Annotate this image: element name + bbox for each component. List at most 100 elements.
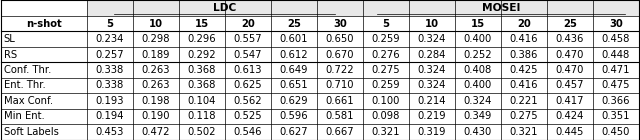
Text: 0.275: 0.275 xyxy=(509,111,538,122)
Text: 30: 30 xyxy=(609,18,623,29)
Text: 15: 15 xyxy=(195,18,209,29)
Text: 5: 5 xyxy=(106,18,113,29)
Text: 0.670: 0.670 xyxy=(326,50,354,60)
Text: SL: SL xyxy=(4,34,15,44)
Text: 25: 25 xyxy=(287,18,301,29)
Text: 0.581: 0.581 xyxy=(326,111,354,122)
Text: 0.324: 0.324 xyxy=(463,96,492,106)
Text: 0.324: 0.324 xyxy=(417,65,446,75)
Text: 0.198: 0.198 xyxy=(141,96,170,106)
Text: 0.453: 0.453 xyxy=(95,127,124,137)
Text: 0.296: 0.296 xyxy=(188,34,216,44)
Text: 0.596: 0.596 xyxy=(280,111,308,122)
Text: 0.417: 0.417 xyxy=(556,96,584,106)
Text: 0.118: 0.118 xyxy=(188,111,216,122)
Text: 0.430: 0.430 xyxy=(463,127,492,137)
Text: RS: RS xyxy=(4,50,17,60)
Text: 0.321: 0.321 xyxy=(371,127,400,137)
Text: 0.190: 0.190 xyxy=(141,111,170,122)
Text: 0.613: 0.613 xyxy=(234,65,262,75)
Text: 0.525: 0.525 xyxy=(234,111,262,122)
Text: 0.470: 0.470 xyxy=(556,65,584,75)
Text: 0.472: 0.472 xyxy=(141,127,170,137)
Bar xyxy=(363,0,639,16)
Text: 0.557: 0.557 xyxy=(234,34,262,44)
Text: 0.400: 0.400 xyxy=(463,80,492,90)
Text: 20: 20 xyxy=(517,18,531,29)
Text: 0.194: 0.194 xyxy=(95,111,124,122)
Text: 0.275: 0.275 xyxy=(371,65,400,75)
Text: 0.562: 0.562 xyxy=(234,96,262,106)
Text: 0.667: 0.667 xyxy=(325,127,354,137)
Text: 0.098: 0.098 xyxy=(372,111,400,122)
Text: LDC: LDC xyxy=(213,3,236,13)
Text: 0.470: 0.470 xyxy=(556,50,584,60)
Text: 0.424: 0.424 xyxy=(556,111,584,122)
Text: n-shot: n-shot xyxy=(26,18,62,29)
Text: 0.276: 0.276 xyxy=(371,50,400,60)
Text: 0.450: 0.450 xyxy=(602,127,630,137)
Text: 5: 5 xyxy=(382,18,389,29)
Text: 10: 10 xyxy=(148,18,163,29)
Text: 0.104: 0.104 xyxy=(188,96,216,106)
Text: 0.366: 0.366 xyxy=(602,96,630,106)
Text: 0.546: 0.546 xyxy=(234,127,262,137)
Text: 0.458: 0.458 xyxy=(602,34,630,44)
Text: Conf. Thr.: Conf. Thr. xyxy=(4,65,51,75)
Text: 0.601: 0.601 xyxy=(280,34,308,44)
Text: 0.502: 0.502 xyxy=(188,127,216,137)
Text: 0.252: 0.252 xyxy=(463,50,492,60)
Text: 0.722: 0.722 xyxy=(325,65,354,75)
Text: 0.193: 0.193 xyxy=(95,96,124,106)
Text: 20: 20 xyxy=(241,18,255,29)
Text: 0.324: 0.324 xyxy=(417,80,446,90)
Text: 0.625: 0.625 xyxy=(234,80,262,90)
Text: 0.257: 0.257 xyxy=(95,50,124,60)
Text: 0.547: 0.547 xyxy=(234,50,262,60)
Text: 0.612: 0.612 xyxy=(280,50,308,60)
Text: 0.627: 0.627 xyxy=(280,127,308,137)
Text: 0.425: 0.425 xyxy=(509,65,538,75)
Text: 0.400: 0.400 xyxy=(463,34,492,44)
Text: 0.436: 0.436 xyxy=(556,34,584,44)
Text: 10: 10 xyxy=(425,18,438,29)
Text: 0.338: 0.338 xyxy=(95,80,124,90)
Text: MOSEI: MOSEI xyxy=(481,3,520,13)
Text: Min Ent.: Min Ent. xyxy=(4,111,45,122)
Text: 0.100: 0.100 xyxy=(372,96,400,106)
Text: 0.651: 0.651 xyxy=(280,80,308,90)
Text: 0.319: 0.319 xyxy=(417,127,446,137)
Text: 0.351: 0.351 xyxy=(602,111,630,122)
Text: 0.386: 0.386 xyxy=(509,50,538,60)
Text: 0.475: 0.475 xyxy=(602,80,630,90)
Text: 0.259: 0.259 xyxy=(371,80,400,90)
Text: 25: 25 xyxy=(563,18,577,29)
Text: 0.349: 0.349 xyxy=(463,111,492,122)
Text: 0.263: 0.263 xyxy=(141,65,170,75)
Text: 0.221: 0.221 xyxy=(509,96,538,106)
Text: 0.457: 0.457 xyxy=(556,80,584,90)
Text: 0.321: 0.321 xyxy=(509,127,538,137)
Text: 0.338: 0.338 xyxy=(95,65,124,75)
Text: 0.408: 0.408 xyxy=(463,65,492,75)
Text: 0.416: 0.416 xyxy=(509,80,538,90)
Text: 0.368: 0.368 xyxy=(188,80,216,90)
Text: 15: 15 xyxy=(470,18,484,29)
Text: 0.448: 0.448 xyxy=(602,50,630,60)
Text: 0.284: 0.284 xyxy=(417,50,446,60)
Text: 30: 30 xyxy=(333,18,347,29)
Text: 0.368: 0.368 xyxy=(188,65,216,75)
Text: 0.471: 0.471 xyxy=(602,65,630,75)
Text: 0.416: 0.416 xyxy=(509,34,538,44)
Text: 0.292: 0.292 xyxy=(188,50,216,60)
Text: 0.629: 0.629 xyxy=(280,96,308,106)
Text: 0.263: 0.263 xyxy=(141,80,170,90)
Text: 0.445: 0.445 xyxy=(556,127,584,137)
Text: Ent. Thr.: Ent. Thr. xyxy=(4,80,45,90)
Text: Max Conf.: Max Conf. xyxy=(4,96,53,106)
Text: 0.298: 0.298 xyxy=(141,34,170,44)
Text: 0.649: 0.649 xyxy=(280,65,308,75)
Text: 0.661: 0.661 xyxy=(325,96,354,106)
Text: 0.650: 0.650 xyxy=(326,34,354,44)
Text: Soft Labels: Soft Labels xyxy=(4,127,59,137)
